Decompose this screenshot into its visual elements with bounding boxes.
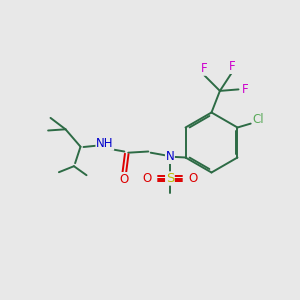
Text: F: F — [229, 60, 235, 74]
Text: F: F — [201, 62, 207, 75]
Text: S: S — [166, 172, 174, 185]
Text: O: O — [119, 172, 128, 186]
Text: F: F — [242, 83, 248, 96]
Text: O: O — [189, 172, 198, 185]
Text: O: O — [142, 172, 151, 185]
Text: NH: NH — [96, 137, 114, 150]
Text: N: N — [166, 150, 174, 164]
Text: Cl: Cl — [253, 113, 264, 126]
